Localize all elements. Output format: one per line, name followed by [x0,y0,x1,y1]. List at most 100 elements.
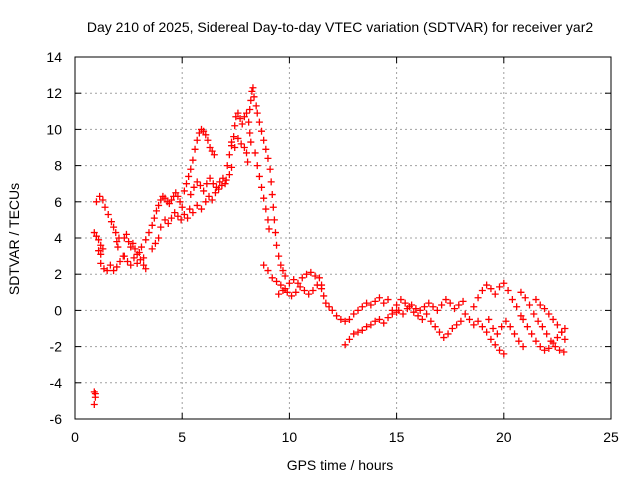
data-point [114,243,122,251]
data-point [245,118,253,126]
data-point [414,312,422,320]
data-point [403,305,411,313]
data-point [172,189,180,197]
data-point [273,241,281,249]
data-point [371,297,379,305]
data-point [399,310,407,318]
data-point [545,310,553,318]
data-point [307,268,315,276]
data-point [305,290,313,298]
data-point [167,214,175,222]
data-point [205,192,213,200]
data-point [264,154,272,162]
data-point [91,390,99,398]
data-point [189,156,197,164]
data-point [231,122,239,130]
data-point [519,315,527,323]
x-axis-tick-labels: 0 5 10 15 20 25 [71,429,619,445]
data-point [90,401,98,409]
y-tick-label: 8 [54,158,62,174]
data-point [322,299,330,307]
data-point [277,261,285,269]
data-point [202,198,210,206]
data-point [206,174,214,182]
data-point [363,323,371,331]
data-point [500,350,508,358]
data-point [209,180,217,188]
data-point [127,261,135,269]
data-point [325,303,333,311]
data-point [171,209,179,217]
data-point [410,308,418,316]
y-tick-label: 14 [46,49,62,65]
data-point [240,144,248,151]
data-point [262,205,270,213]
data-point [341,341,349,349]
data-point [234,109,242,117]
data-point [281,272,289,280]
data-point [427,317,435,325]
data-point [161,216,169,224]
data-point [487,285,495,293]
data-point [300,286,308,294]
data-point [519,343,527,351]
y-tick-label: -2 [50,339,63,355]
data-point [120,252,128,260]
data-point [193,201,201,209]
data-point [333,312,341,320]
data-point [97,259,105,267]
data-point [354,328,362,336]
data-point [161,194,169,202]
data-point [433,306,441,314]
data-point [528,330,536,338]
data-point [267,178,275,186]
data-point [553,321,561,329]
data-point [99,245,107,253]
data-point [309,286,317,294]
data-point [216,178,224,186]
data-point [142,265,150,273]
data-point [271,229,279,237]
data-point [489,325,497,332]
data-point [120,234,128,242]
data-point [401,299,409,307]
data-point [208,147,216,155]
data-point [320,292,328,300]
data-point [453,321,461,329]
data-point [186,205,194,213]
data-point [275,252,283,260]
data-point [228,138,236,146]
data-point [243,149,251,157]
data-point [532,337,540,345]
data-point [288,292,296,300]
y-tick-label: 12 [46,85,62,101]
data-point [150,214,158,222]
y-tick-label: 4 [54,230,62,246]
data-point [234,134,242,142]
data-point [215,185,223,193]
data-point [174,212,182,220]
data-point [193,136,201,144]
data-point [184,214,192,222]
data-point [354,306,362,314]
x-tick-label: 15 [389,429,405,445]
data-point [459,297,467,305]
data-point [341,317,349,325]
data-point [148,221,156,229]
data-point [418,315,426,323]
data-point [506,323,514,331]
data-point [298,274,306,282]
data-point [167,196,175,204]
data-point [561,335,569,343]
data-point [116,258,124,266]
data-point [223,162,231,170]
data-point [534,317,542,325]
data-point [541,346,549,354]
data-point [526,301,534,309]
data-point [545,344,553,352]
y-tick-label: 2 [54,266,62,282]
data-point [270,216,278,224]
data-point [556,346,564,354]
data-point [446,299,454,307]
data-point [294,279,302,287]
